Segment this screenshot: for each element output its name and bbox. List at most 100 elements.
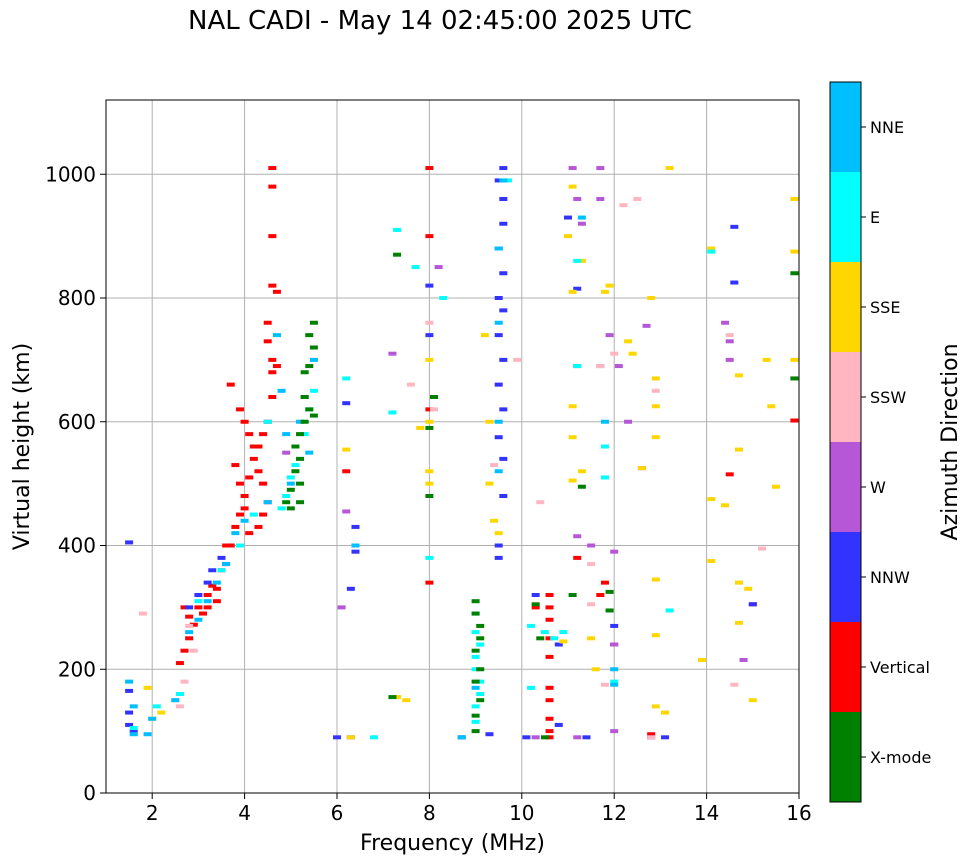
colorbar-tick-label: NNE [870,118,904,137]
echo-point-ssw [425,320,434,325]
echo-point-sse [661,710,670,715]
echo-point-vertical [245,432,254,437]
echo-point-vertical [545,593,554,597]
echo-point-w [610,642,619,647]
echo-point-nnw [208,568,217,573]
echo-point-x-mode [296,500,305,505]
echo-point-e [263,419,272,424]
echo-point-sse [762,357,771,362]
echo-point-nne [203,599,212,604]
echo-point-vertical [268,234,277,239]
echo-point-e [369,735,378,740]
echo-point-nnw [125,710,134,715]
echo-point-sse [651,704,660,709]
echo-point-e [471,704,480,709]
echo-point-nnw [730,224,739,229]
x-tick-label: 4 [238,801,251,825]
echo-point-vertical [268,370,277,375]
echo-point-ssw [490,463,499,468]
echo-point-vertical [226,543,235,548]
echo-point-x-mode [300,419,309,424]
echo-point-vertical [175,661,184,666]
echo-point-nnw [499,407,508,412]
echo-point-e [471,719,480,724]
echo-point-nnw [531,593,540,597]
echo-point-sse [143,685,152,690]
echo-point-vertical [425,166,434,171]
echo-point-sse [587,636,596,641]
colorbar-tick-label: W [870,478,886,497]
colorbar-tick-label: X-mode [870,748,931,767]
echo-point-nne [296,419,305,424]
echo-point-e [309,388,318,393]
x-tick-label: 10 [509,801,534,825]
echo-point-sse [591,667,600,672]
echo-point-w [642,323,651,328]
echo-point-sse [734,373,743,378]
echo-point-x-mode [300,395,309,399]
echo-point-sse [568,404,577,409]
echo-point-nne [494,419,503,424]
echo-point-nnw [494,435,503,440]
echo-point-sse [494,531,503,536]
echo-point-vertical [573,555,582,560]
echo-point-nnw [129,729,138,734]
echo-point-vertical [545,735,554,740]
echo-point-nne [577,215,586,220]
echo-point-e [129,726,138,731]
echo-point-ssw [725,333,734,338]
echo-point-nnw [610,623,619,628]
echo-point-nnw [554,722,563,727]
echo-point-vertical [235,407,244,412]
echo-point-nne [185,630,194,635]
echo-point-vertical [263,339,272,344]
echo-point-x-mode [425,425,434,430]
echo-point-vertical [545,636,554,641]
colorbar-label: Azimuth Direction [938,343,963,540]
echo-point-vertical [180,605,189,610]
echo-point-e [527,623,536,628]
colorbar-tick-label: SSE [870,298,900,317]
colorbar-segment-e [830,172,861,262]
echo-point-vertical [240,506,249,511]
y-tick-label: 400 [58,534,96,558]
echo-point-w [337,605,346,610]
echo-point-vertical [268,395,277,399]
echo-point-w [596,166,605,171]
echo-point-vertical [245,531,254,536]
echo-point-vertical [189,622,198,627]
data-points [125,166,799,740]
colorbar: X-mode Vertical NNW W SSW SSE E NNE [829,81,931,803]
echo-point-ssw [610,351,619,356]
echo-point-nnw [125,722,134,727]
echo-point-vertical [790,418,799,423]
echo-point-nnw [582,735,591,740]
echo-point-sse [651,376,660,381]
echo-point-sse [651,435,660,440]
echo-point-sse [568,478,577,483]
echo-point-nnw [333,735,341,740]
echo-point-w [725,339,734,344]
echo-point-w [605,333,614,338]
echo-point-nne [240,518,249,523]
echo-point-w [721,320,730,325]
echo-point-ssw [619,203,628,208]
grid [106,100,800,794]
echo-point-nnw [730,280,739,285]
echo-point-e [573,364,582,369]
echo-point-nnw [499,197,508,201]
echo-point-sse [480,333,489,338]
echo-point-nnw [499,308,508,313]
echo-point-x-mode [286,506,295,511]
echo-point-vertical [268,166,277,171]
echo-point-w [610,549,619,554]
echo-point-nne [125,679,134,684]
x-tick-label: 2 [146,801,159,825]
echo-point-ssw [596,364,605,369]
echo-point-vertical [203,605,212,610]
echo-point-nne [129,732,138,737]
echo-point-e [550,636,559,641]
echo-point-vertical [425,407,434,412]
echo-point-sse [568,184,577,189]
echo-point-vertical [545,698,554,703]
